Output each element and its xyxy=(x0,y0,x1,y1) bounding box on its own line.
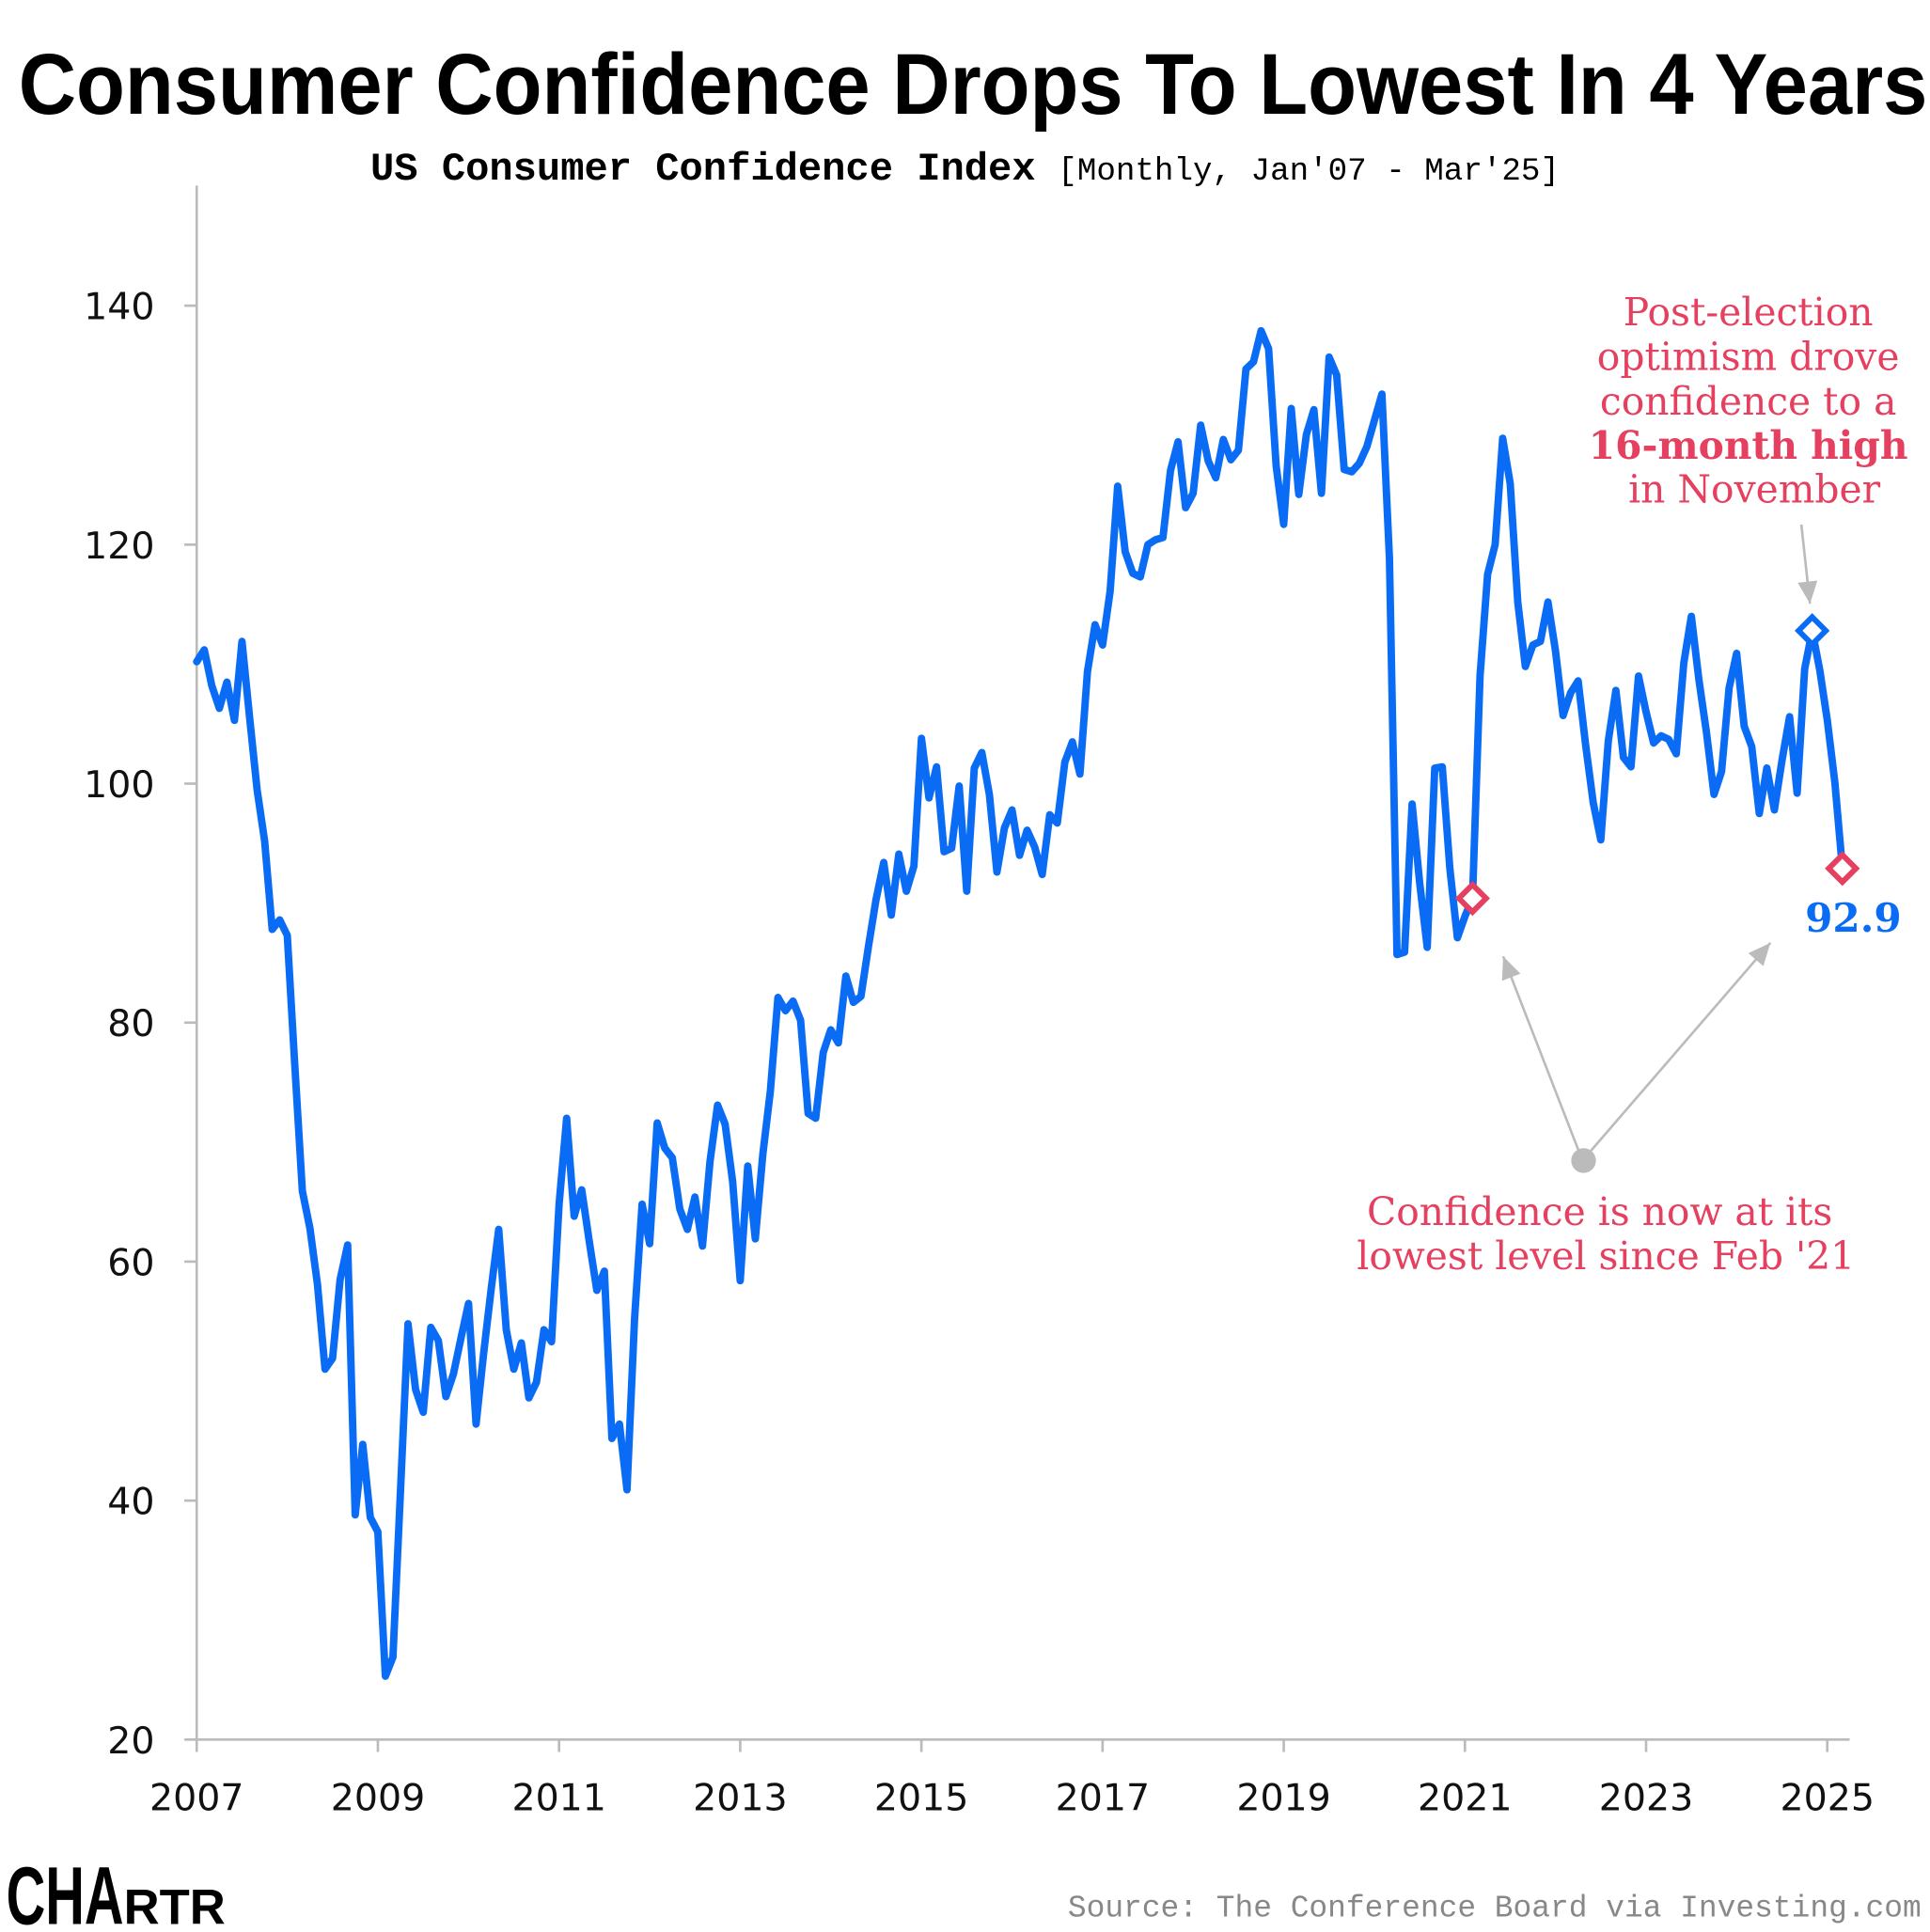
x-tick-label: 2023 xyxy=(1599,1776,1693,1819)
annotation-low-line: lowest level since Feb '21 xyxy=(1357,1233,1855,1279)
chart-subtitle: US Consumer Confidence Index [Monthly, J… xyxy=(370,147,1560,192)
y-tick-label: 20 xyxy=(107,1720,154,1763)
source-note: Source: The Conference Board via Investi… xyxy=(1068,1892,1922,1926)
axes: 20 40 60 80 100 120 140 2007 2009 2011 2013 2015 201… xyxy=(84,185,1875,1819)
annotation-high-line: Post-election xyxy=(1624,290,1874,335)
y-tick-label: 40 xyxy=(107,1481,154,1524)
arrow-line xyxy=(1501,955,1580,1152)
x-tick-label: 2007 xyxy=(149,1776,243,1819)
annotation-low: Confidence is now at its lowest level si… xyxy=(1357,1189,1855,1279)
x-tick-label: 2019 xyxy=(1236,1776,1330,1819)
y-tick-label: 140 xyxy=(84,286,154,329)
arrow-origin-dot xyxy=(1571,1148,1596,1173)
chart-title: Consumer Confidence Drops To Lowest In 4… xyxy=(19,36,1928,133)
x-tick-label: 2011 xyxy=(511,1776,605,1819)
x-tick-label: 2015 xyxy=(874,1776,968,1819)
annotation-high-line: in November xyxy=(1628,466,1881,511)
annotation-low-line: Confidence is now at its xyxy=(1367,1189,1832,1234)
subtitle-main: US Consumer Confidence Index xyxy=(370,147,1036,192)
highlight-diamond-marker xyxy=(1825,851,1860,887)
highlight-diamond-marker xyxy=(1794,613,1830,649)
arrowhead-icon xyxy=(1748,942,1771,966)
series-line xyxy=(193,326,1846,1680)
annotation-high-line: optimism drove xyxy=(1597,335,1900,380)
subtitle-range: [Monthly, Jan'07 - Mar'25] xyxy=(1058,154,1560,190)
arrow-line xyxy=(1590,941,1772,1152)
y-tick-label: 100 xyxy=(84,763,154,807)
x-tick-label: 2017 xyxy=(1056,1776,1150,1819)
annotation-high-line: confidence to a xyxy=(1600,379,1897,424)
arrowhead-icon xyxy=(1501,956,1521,982)
y-tick-label: 80 xyxy=(107,1002,154,1045)
x-tick-label: 2013 xyxy=(693,1776,787,1819)
x-tick-label: 2025 xyxy=(1780,1776,1874,1819)
annotation-high-line-bold: 16-month high xyxy=(1589,423,1908,468)
highlight-diamond-marker xyxy=(1454,880,1490,917)
arrowhead-icon xyxy=(1797,580,1818,605)
annotation-arrows xyxy=(1501,524,1818,1173)
highlight-markers xyxy=(1454,613,1860,917)
x-tick-label: 2021 xyxy=(1418,1776,1512,1819)
x-tick-label: 2009 xyxy=(331,1776,425,1819)
y-tick-label: 60 xyxy=(107,1241,154,1284)
last-value-label: 92.9 xyxy=(1805,894,1902,941)
y-tick-label: 120 xyxy=(84,525,154,568)
annotation-high: Post-election optimism drove confidence … xyxy=(1589,290,1921,511)
chartr-logo: CHARTR xyxy=(7,1850,226,1932)
